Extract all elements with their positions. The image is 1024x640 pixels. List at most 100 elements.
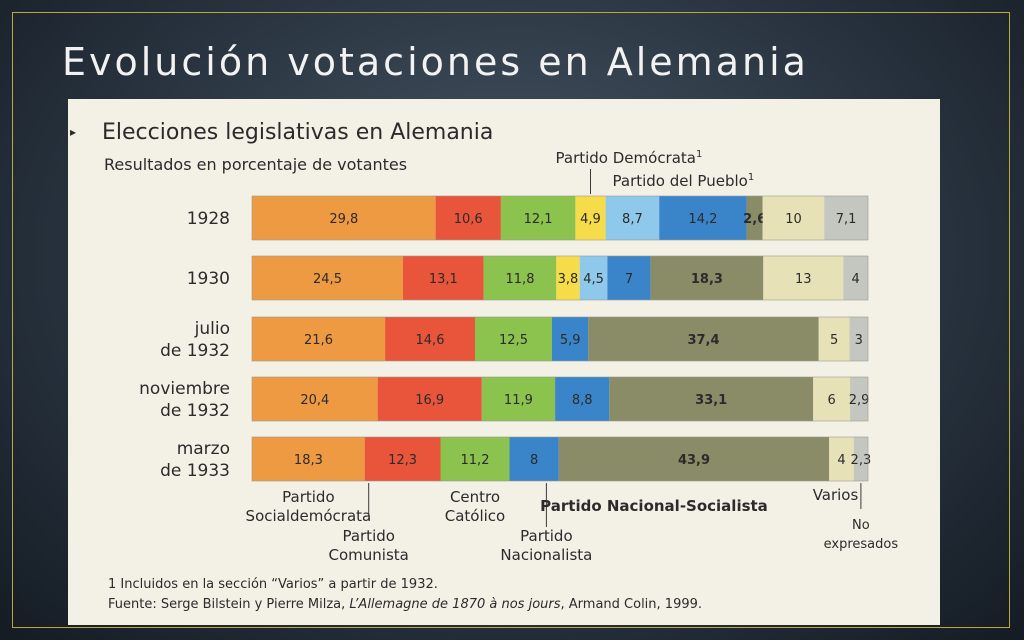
data-label: 5 xyxy=(830,333,838,348)
bar-segment-dvp xyxy=(605,196,660,240)
data-label: 11,2 xyxy=(461,453,490,468)
data-label: 13 xyxy=(795,272,812,287)
bar-segment-nsdap xyxy=(609,377,814,421)
bar-segment-zen xyxy=(500,196,576,240)
data-label: 4,5 xyxy=(583,272,604,287)
data-label: 4,9 xyxy=(580,212,601,227)
data-label: 13,1 xyxy=(429,272,458,287)
series-annotations: PartidoSocialdemócrataPartidoComunistaCe… xyxy=(246,149,899,564)
bar-segment-var xyxy=(829,437,854,481)
bar-segment-kpd xyxy=(385,317,475,361)
bar-segment-spd xyxy=(252,256,403,300)
bar-outline xyxy=(251,255,869,301)
data-label: 43,9 xyxy=(678,453,710,468)
slide-frame xyxy=(12,12,1010,628)
data-label: 7,1 xyxy=(836,212,857,227)
series-annotation: Partido xyxy=(520,527,572,545)
data-label: 2,6 xyxy=(743,212,766,227)
series-annotation: Varios xyxy=(813,486,859,504)
bar-segment-var xyxy=(813,377,851,421)
bar-segment-zen xyxy=(475,317,552,361)
data-label: 14,6 xyxy=(416,333,445,348)
series-annotation: Partido xyxy=(282,488,334,506)
data-label: 33,1 xyxy=(695,393,727,408)
footnote: 1 Incluidos en la sección “Varios” a par… xyxy=(108,577,438,592)
data-label: 4 xyxy=(852,272,860,287)
bullet-icon: ▸ xyxy=(70,125,76,139)
bar-segment-dnvp xyxy=(607,256,651,300)
data-label: 6 xyxy=(828,393,836,408)
bar-segment-nex xyxy=(849,317,868,361)
bar-outline xyxy=(251,195,869,241)
stacked-bar-chart: ▸ Elecciones legislativas en Alemania Re… xyxy=(70,120,899,612)
bar-segment-kpd xyxy=(402,256,484,300)
category-label: 1930 xyxy=(187,269,230,289)
data-label: 21,6 xyxy=(304,333,333,348)
bars: 29,8 10,6 12,1 4,9 8,7 14,2 2,6 10 7,1 24,5 13,1 11… xyxy=(251,195,872,482)
data-label: 5,9 xyxy=(560,333,581,348)
bar-segment-dnvp xyxy=(659,196,747,240)
category-label: de 1933 xyxy=(160,461,230,481)
series-annotation: Partido Nacional-Socialista xyxy=(540,497,768,515)
chart-panel: ▸ Elecciones legislativas en Alemania Re… xyxy=(68,99,940,625)
data-label: 16,9 xyxy=(415,393,444,408)
bar-segment-dnvp xyxy=(555,377,610,421)
bar-segment-spd xyxy=(252,377,378,421)
bar-segment-dnvp xyxy=(509,437,559,481)
data-label: 4 xyxy=(837,453,845,468)
data-label: 18,3 xyxy=(294,453,323,468)
bar-segment-nex xyxy=(843,256,868,300)
data-label: 10,6 xyxy=(454,212,483,227)
bar-segment-nsdap xyxy=(650,256,764,300)
bar-segment-zen xyxy=(440,437,510,481)
bar-segment-spd xyxy=(252,437,365,481)
category-label: marzo xyxy=(177,439,230,459)
series-annotation: expresados xyxy=(824,537,899,552)
chart-subtitle: Resultados en porcentaje de votantes xyxy=(104,155,407,174)
data-label: 3,8 xyxy=(558,272,579,287)
data-label: 12,3 xyxy=(388,453,417,468)
bar-segment-zen xyxy=(483,256,557,300)
data-label: 8,7 xyxy=(622,212,643,227)
series-annotation: Comunista xyxy=(329,546,409,564)
bar-segment-ddp xyxy=(575,196,606,240)
category-label: julio xyxy=(194,319,230,339)
source-title: L’Allemagne de 1870 à nos jours xyxy=(349,597,560,612)
data-label: 2,3 xyxy=(851,453,872,468)
bar-segment-dnvp xyxy=(552,317,589,361)
source-note: Fuente: Serge Bilstein y Pierre Milza, L… xyxy=(108,597,702,612)
bar-segment-var xyxy=(762,196,825,240)
data-label: 2,9 xyxy=(849,393,870,408)
bar-outline xyxy=(251,376,869,422)
slide-title: Evolución votaciones en Alemania xyxy=(62,40,809,84)
data-label: 8 xyxy=(530,453,538,468)
category-label: de 1932 xyxy=(160,401,230,421)
bar-segment-spd xyxy=(252,196,436,240)
bar-outline xyxy=(251,316,869,362)
bar-segment-nex xyxy=(824,196,868,240)
series-annotation: Centro xyxy=(450,488,500,506)
source-suffix: , Armand Colin, 1999. xyxy=(561,597,703,612)
bar-segment-nsdap xyxy=(746,196,763,240)
bar-segment-spd xyxy=(252,317,386,361)
data-label: 37,4 xyxy=(687,333,719,348)
bar-segment-var xyxy=(763,256,844,300)
data-label: 18,3 xyxy=(691,272,723,287)
data-label: 12,1 xyxy=(524,212,553,227)
data-label: 20,4 xyxy=(300,393,329,408)
series-annotation: Partido del Pueblo1 xyxy=(613,172,755,190)
bar-segment-var xyxy=(818,317,850,361)
data-label: 11,9 xyxy=(504,393,533,408)
bar-segment-zen xyxy=(481,377,556,421)
data-label: 7 xyxy=(625,272,633,287)
data-label: 29,8 xyxy=(329,212,358,227)
category-label: noviembre xyxy=(139,379,230,399)
series-annotation: Partido xyxy=(342,527,394,545)
bar-segment-nsdap xyxy=(558,437,830,481)
data-label: 24,5 xyxy=(313,272,342,287)
series-annotation: Nacionalista xyxy=(500,546,592,564)
bar-segment-kpd xyxy=(435,196,501,240)
data-label: 14,2 xyxy=(688,212,717,227)
bar-outline xyxy=(251,436,869,482)
bar-segment-nex xyxy=(850,377,868,421)
